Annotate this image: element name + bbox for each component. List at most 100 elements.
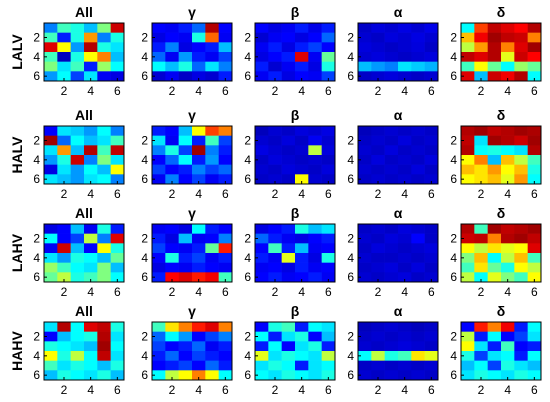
heatmap-cell (424, 32, 439, 43)
heatmap-cell (487, 341, 502, 352)
heatmap-cell (268, 233, 282, 244)
heatmap-cell (501, 331, 515, 342)
panel-lalv-2: γ 2 4 6 2 4 6 (141, 4, 233, 98)
heatmap-cell (371, 145, 385, 156)
heatmap-cell (321, 32, 336, 43)
heatmap-cell (527, 370, 542, 381)
panel-lahv-3: β 2 4 6 2 4 6 (244, 205, 336, 299)
heatmap-cell (97, 164, 111, 175)
heatmap-cell (321, 135, 336, 146)
heatmap-cell (165, 224, 179, 234)
heatmap-cell (152, 341, 166, 352)
heatmap-cell (205, 61, 219, 72)
heatmap-cell (474, 164, 488, 175)
heatmap-cell (192, 126, 206, 136)
heatmap-cell (321, 224, 336, 234)
heatmap-cell (487, 351, 502, 361)
heatmap-cell (205, 262, 219, 273)
heatmap-cell (178, 233, 193, 244)
y-tick-label: 2 (33, 330, 40, 344)
heatmap-cell (371, 243, 385, 254)
heatmap-cell (527, 341, 542, 352)
heatmap-cell (358, 233, 372, 244)
heatmap-cell (218, 322, 233, 332)
heatmap-cell (218, 360, 233, 371)
heatmap-cell (487, 253, 502, 263)
heatmap-cell (44, 145, 58, 156)
heatmap-cell (205, 322, 219, 332)
heatmap-cell (218, 71, 233, 82)
x-tick-label: 6 (531, 285, 538, 299)
x-tick-label: 2 (478, 187, 485, 201)
heatmap-cell (205, 135, 219, 146)
heatmap-cell (487, 360, 502, 371)
heatmap-cell (255, 360, 269, 371)
heatmap-cell (152, 370, 166, 381)
heatmap-cell (165, 126, 179, 136)
y-tick-label: 6 (141, 69, 148, 83)
heatmap-cell (110, 224, 125, 234)
panel-title: β (291, 205, 300, 221)
heatmap-cell (514, 135, 528, 146)
x-tick-label: 6 (222, 84, 229, 98)
heatmap-cell (474, 360, 488, 371)
heatmap-cell (84, 126, 98, 136)
heatmap-cell (152, 253, 166, 263)
y-tick-label: 6 (450, 368, 457, 382)
heatmap-cell (321, 174, 336, 185)
x-tick-label: 6 (428, 84, 435, 98)
heatmap-cell (268, 243, 282, 254)
heatmap-cell (308, 253, 322, 263)
heatmap-cell (501, 23, 515, 33)
heatmap-cell (70, 253, 85, 263)
heatmap-cell (281, 61, 296, 72)
heatmap-cell (110, 370, 125, 381)
heatmap-cell (110, 233, 125, 244)
y-tick-label: 2 (244, 31, 251, 45)
panel-frame (151, 125, 233, 185)
heatmap-cell (295, 32, 309, 43)
heatmap-cell (527, 253, 542, 263)
heatmap-cell (57, 341, 71, 352)
heatmap-cell (501, 233, 515, 244)
heatmap-cell (84, 164, 98, 175)
panel-title: α (394, 205, 403, 221)
heatmap-cell (321, 322, 336, 332)
heatmap-cell (192, 370, 206, 381)
y-tick-label: 6 (141, 270, 148, 284)
heatmap-cell (295, 243, 309, 254)
heatmap-cell (268, 126, 282, 136)
heatmap-cell (281, 262, 296, 273)
heatmap-cell (152, 351, 166, 361)
heatmap-cell (514, 52, 528, 62)
y-tick-label: 2 (347, 31, 354, 45)
y-tick-label: 4 (450, 349, 457, 363)
heatmap-cell (424, 145, 439, 156)
y-tick-label: 2 (141, 31, 148, 45)
row-label-hahv: HAHV (9, 331, 25, 371)
heatmap-cell (358, 370, 372, 381)
y-tick-label: 2 (347, 134, 354, 148)
heatmap-cell (398, 32, 412, 43)
x-tick-label: 4 (298, 187, 305, 201)
heatmap-cell (110, 145, 125, 156)
heatmap-cell (192, 135, 206, 146)
heatmap-cell (487, 164, 502, 175)
heatmap-cell (358, 155, 372, 165)
x-tick-label: 4 (87, 285, 94, 299)
heatmap-cell (57, 164, 71, 175)
y-tick-label: 6 (244, 172, 251, 186)
heatmap-cell (255, 145, 269, 156)
heatmap-cell (321, 126, 336, 136)
heatmap-cell (70, 32, 85, 43)
heatmap-cell (70, 42, 85, 53)
heatmap-cell (84, 262, 98, 273)
heatmap-cell (57, 126, 71, 136)
heatmap-cell (70, 331, 85, 342)
x-tick-label: 2 (375, 187, 382, 201)
y-tick-label: 6 (33, 270, 40, 284)
heatmap-cell (178, 331, 193, 342)
panel-frame (43, 223, 125, 283)
x-tick-label: 2 (272, 383, 279, 397)
heatmap-cell (205, 253, 219, 263)
